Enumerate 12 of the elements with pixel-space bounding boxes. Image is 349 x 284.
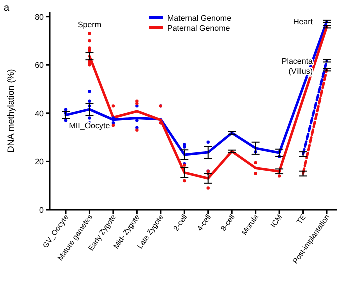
y-tick-label: 40 bbox=[35, 109, 45, 118]
y-tick-label: 80 bbox=[35, 12, 45, 22]
annotation: Heart bbox=[293, 18, 314, 27]
y-tick-label: 0 bbox=[40, 206, 45, 215]
annotation: MII_Oocyte bbox=[69, 121, 111, 130]
legend-label: Paternal Genome bbox=[168, 24, 231, 33]
y-tick-label: 60 bbox=[35, 61, 45, 70]
y-axis-title: DNA methylation (%) bbox=[6, 69, 16, 153]
legend-label: Maternal Genome bbox=[168, 14, 232, 23]
y-tick-label: 20 bbox=[35, 158, 45, 167]
text: a bbox=[4, 3, 10, 14]
annotation: Sperm bbox=[78, 20, 102, 30]
